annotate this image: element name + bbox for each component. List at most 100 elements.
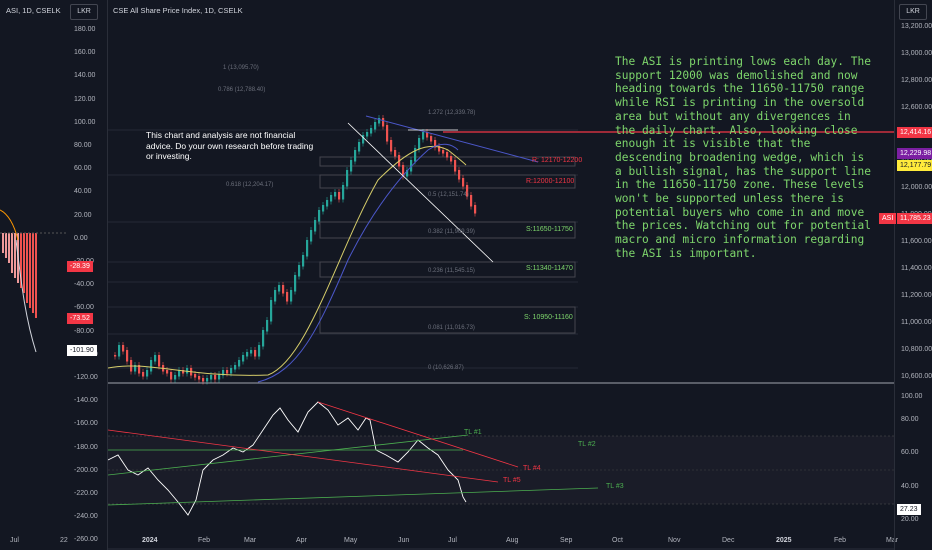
tl-2: TL #2: [578, 441, 596, 448]
candle-body: [446, 152, 449, 158]
price-axis[interactable]: LKR 13,200.00 13,000.00 12,800.00 12,600.00…: [894, 0, 932, 550]
candle-body: [262, 330, 265, 347]
left-y-tick: 140.00: [74, 72, 96, 80]
candle-body: [386, 125, 389, 142]
zone-s2: S:11340-11470: [526, 265, 573, 272]
left-y-tick: -260.00: [74, 536, 98, 544]
candle-body: [430, 136, 433, 142]
left-y-tick: -60.00: [74, 304, 94, 312]
histogram-bar: [35, 233, 37, 318]
candle-body: [450, 156, 453, 162]
histogram-bar: [20, 233, 22, 288]
candle-body: [222, 370, 225, 376]
left-y-tick: 40.00: [74, 188, 92, 196]
left-y-tick: -80.00: [74, 327, 94, 335]
histogram-bar: [11, 233, 13, 273]
candle-body: [410, 160, 413, 172]
price-tick: 11,000.00: [901, 318, 932, 326]
time-axis-label: May: [344, 537, 358, 544]
rsi-tick: 20.00: [901, 516, 919, 523]
price-tick: 12,800.00: [901, 76, 932, 84]
histogram-bar: [14, 233, 16, 278]
candle-body: [390, 140, 393, 152]
left-currency-button[interactable]: LKR: [70, 4, 98, 20]
zone-s1: S:11650-11750: [526, 226, 573, 233]
left-badge-1: -28.39: [67, 261, 93, 272]
candle-body: [234, 365, 237, 370]
candle-body: [370, 128, 373, 134]
histogram-bar: [29, 233, 31, 308]
zone-r2: R:12000-12100: [526, 178, 575, 185]
tl-3: TL #3: [606, 483, 624, 490]
candle-body: [442, 150, 445, 154]
candle-body: [454, 160, 457, 172]
time-axis-label: Apr: [296, 537, 307, 544]
candle-body: [374, 122, 377, 130]
left-pane-title: ASI, 1D, CSELK: [6, 6, 61, 15]
left-y-tick: -240.00: [74, 513, 98, 521]
candle-body: [122, 345, 125, 352]
last-price-badge: 11,785.23: [897, 213, 932, 224]
left-y-tick: -160.00: [74, 420, 98, 428]
left-y-tick: 60.00: [74, 165, 92, 173]
candle-body: [126, 350, 129, 362]
candle-body: [282, 285, 285, 294]
candle-body: [218, 374, 221, 380]
price-tick: 11,400.00: [901, 265, 932, 273]
red-line-price-badge: 12,414.16: [897, 127, 932, 138]
candle-body: [138, 365, 141, 374]
candle-body: [438, 146, 441, 152]
time-axis-label: Feb: [834, 537, 847, 544]
left-y-tick: 0.00: [74, 234, 88, 242]
candle-body: [134, 365, 137, 372]
histogram-bar: [8, 233, 10, 263]
candle-body: [298, 265, 301, 277]
candle-body: [230, 368, 233, 374]
candle-body: [366, 132, 369, 137]
price-tick: 12,600.00: [901, 103, 932, 111]
candle-body: [158, 355, 161, 367]
candle-body: [330, 195, 333, 202]
ma-purple-badge: 12,229.98: [897, 148, 932, 159]
candle-body: [166, 370, 169, 374]
left-histogram: [0, 209, 67, 353]
left-y-tick: -180.00: [74, 443, 98, 451]
histogram-bar: [23, 233, 25, 293]
left-y-tick: 20.00: [74, 211, 92, 219]
time-axis-label: Mar: [886, 537, 899, 544]
price-tick: 13,200.00: [901, 23, 932, 30]
ma-yellow-badge: 12,177.79: [897, 160, 932, 171]
candle-body: [470, 195, 473, 207]
candle-body: [394, 150, 397, 157]
price-tick: 13,000.00: [901, 49, 932, 57]
candle-body: [142, 372, 145, 377]
candle-body: [270, 300, 273, 322]
candle-body: [258, 345, 261, 357]
candle-body: [474, 205, 477, 214]
price-tick: 12,000.00: [901, 184, 932, 192]
tl-5: TL #5: [503, 477, 521, 484]
analysis-text: The ASI is printing lows each day. The s…: [615, 55, 871, 260]
candle-body: [334, 192, 337, 197]
main-chart-area[interactable]: CSE All Share Price Index, 1D, CSELK 1 (…: [108, 0, 898, 550]
main-currency-button[interactable]: LKR: [899, 4, 927, 20]
candle-body: [378, 118, 381, 124]
histogram-bar: [5, 233, 7, 258]
time-axis-label: 2024: [142, 537, 158, 544]
zone-s3: S: 10950-11160: [524, 314, 573, 321]
candle-body: [434, 140, 437, 148]
candle-body: [186, 368, 189, 374]
candle-body: [250, 350, 253, 354]
candle-body: [326, 200, 329, 207]
left-y-tick: -40.00: [74, 281, 94, 289]
candle-body: [278, 285, 281, 292]
candle-body: [418, 138, 421, 150]
price-tick: 11,600.00: [901, 238, 932, 246]
candle-body: [178, 370, 181, 377]
candle-body: [226, 370, 229, 374]
candle-body: [346, 170, 349, 187]
candle-body: [322, 205, 325, 212]
histogram-bar: [26, 233, 28, 303]
candle-body: [242, 355, 245, 362]
candle-body: [458, 170, 461, 180]
